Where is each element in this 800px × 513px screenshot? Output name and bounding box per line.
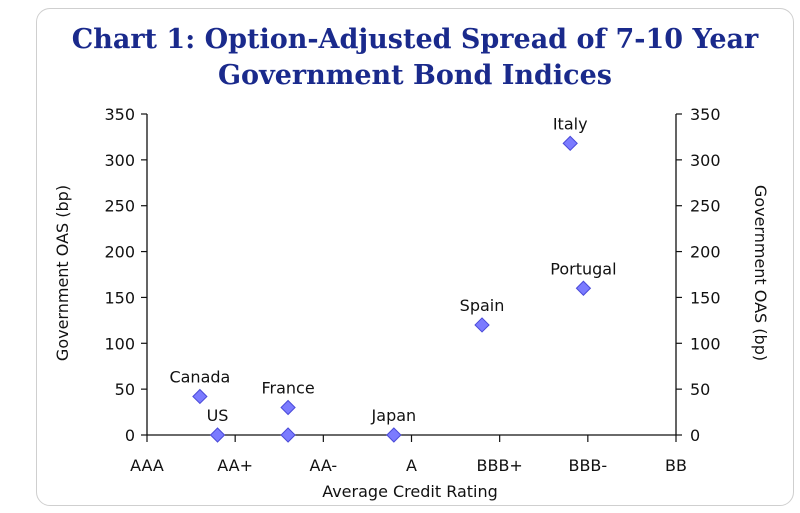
data-point-japan	[386, 427, 402, 443]
x-tick-label: A	[406, 456, 417, 475]
x-tick-label: BB	[665, 456, 687, 475]
data-label-canada: Canada	[169, 367, 230, 386]
y-tick-label-left: 100	[104, 334, 135, 353]
y-tick-label-left: 350	[104, 105, 135, 124]
y-tick-label-right: 100	[690, 334, 721, 353]
data-point-us	[209, 427, 226, 443]
y-tick-label-left: 50	[115, 380, 135, 399]
y-tick-label-left: 250	[104, 197, 135, 216]
x-tick-label: AAA	[130, 456, 164, 475]
x-tick-label: AA-	[309, 456, 337, 475]
chart-title-line1: Chart 1: Option-Adjusted Spread of 7-10 …	[71, 24, 759, 55]
data-point-italy	[562, 135, 578, 152]
y-tick-label-right: 200	[690, 243, 721, 262]
data-label-portugal: Portugal	[550, 259, 616, 278]
y-tick-label-right: 50	[690, 380, 710, 399]
y-tick-label-right: 150	[690, 288, 721, 307]
y-tick-label-right: 350	[690, 105, 721, 124]
data-point-france	[280, 399, 296, 416]
data-label-us: US	[207, 406, 229, 425]
y-tick-label-left: 150	[104, 288, 135, 307]
data-points: Canada US France Japan Spain Italy Portugal	[169, 114, 617, 443]
data-label-japan: Japan	[371, 406, 417, 425]
x-tick-label: BBB-	[568, 456, 607, 475]
y-tick-label-left: 200	[104, 243, 135, 262]
data-label-italy: Italy	[553, 114, 588, 133]
y-axis-title-right: Government OAS (bp)	[751, 185, 770, 361]
data-point-canada	[192, 388, 208, 405]
chart-frame	[36, 8, 794, 506]
y-tick-label-right: 0	[690, 426, 700, 445]
y-tick-label-left: 300	[104, 151, 135, 170]
x-tick-label: AA+	[217, 456, 253, 475]
chart-title-line2: Government Bond Indices	[218, 60, 612, 91]
x-tick-label: BBB+	[476, 456, 522, 475]
x-axis-title: Average Credit Rating	[322, 482, 498, 501]
chart-title: Chart 1: Option-Adjusted Spread of 7-10 …	[36, 22, 794, 94]
data-point-spain	[474, 317, 490, 333]
data-label-spain: Spain	[460, 296, 505, 315]
data-label-france: France	[261, 378, 314, 397]
data-point-france	[280, 427, 296, 443]
tick-labels: 0 0 50 50 100 100 150 150 200 200 250 250 300 300 350 3…	[104, 105, 720, 475]
y-tick-label-right: 300	[690, 151, 721, 170]
data-point-portugal	[575, 280, 592, 296]
axes	[141, 113, 682, 442]
y-tick-label-right: 250	[690, 197, 721, 216]
y-tick-label-left: 0	[125, 426, 135, 445]
y-axis-title-left: Government OAS (bp)	[53, 185, 72, 361]
